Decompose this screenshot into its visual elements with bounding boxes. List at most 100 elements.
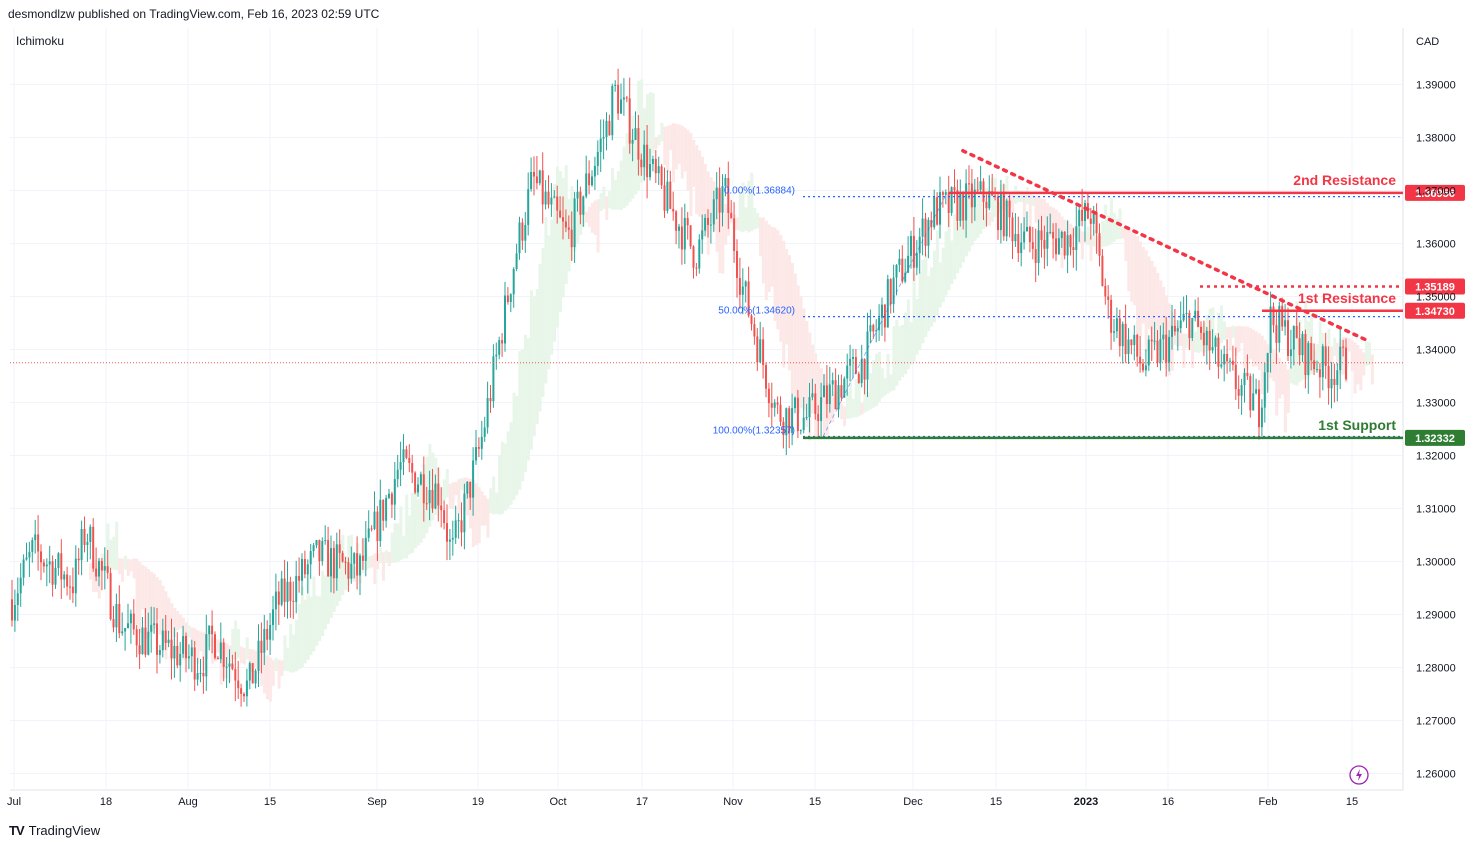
candle-body <box>42 562 45 567</box>
cloud-segment <box>109 539 113 570</box>
candle-body <box>843 378 846 398</box>
cloud-segment <box>622 146 626 208</box>
cloud-segment <box>1089 235 1093 261</box>
cloud-segment <box>587 206 591 227</box>
cloud-segment <box>935 230 939 316</box>
candle-body <box>660 166 663 186</box>
cloud-segment <box>474 483 478 545</box>
cloud-segment <box>242 647 246 665</box>
candle-body <box>298 575 301 581</box>
candle-body <box>179 653 182 666</box>
candle-body <box>419 474 422 485</box>
cloud-segment <box>1193 331 1197 352</box>
candle-body <box>1147 339 1150 366</box>
cloud-segment <box>724 204 728 245</box>
candle-body <box>805 417 808 419</box>
price-tag <box>1405 184 1465 201</box>
candle-body <box>614 84 617 86</box>
candle-body <box>1269 306 1272 353</box>
cloud-segment <box>1286 369 1290 413</box>
cloud-segment <box>767 224 771 292</box>
cloud-segment <box>370 555 374 568</box>
candle-body <box>292 600 295 602</box>
candle-body <box>1110 299 1113 333</box>
cloud-segment <box>402 535 406 559</box>
candle-body <box>1342 346 1345 348</box>
x-tick-label: 15 <box>809 796 821 808</box>
cloud-segment <box>239 646 243 664</box>
candle-body <box>1272 306 1275 326</box>
candle-body <box>570 229 573 248</box>
cloud-segment <box>1092 229 1096 247</box>
candle-body <box>286 581 289 602</box>
candle-body <box>596 151 599 166</box>
candle-body <box>164 630 167 643</box>
candle-body <box>767 388 770 404</box>
candle-body <box>98 560 100 577</box>
cloud-segment <box>497 455 501 515</box>
lightning-icon[interactable] <box>1349 765 1369 785</box>
candle-body <box>1229 360 1231 362</box>
cloud-segment <box>553 183 557 342</box>
candle-body <box>301 559 303 581</box>
cloud-segment <box>671 123 675 183</box>
cloud-segment <box>283 635 287 671</box>
candle-body <box>504 295 506 344</box>
candle-body <box>1211 347 1214 351</box>
candle-body <box>405 449 408 458</box>
cloud-segment <box>199 631 203 652</box>
candle-body <box>306 564 309 575</box>
cloud-segment <box>460 478 464 491</box>
candle-body <box>1321 346 1324 378</box>
candle-body <box>63 574 66 580</box>
candle-body <box>1063 231 1066 256</box>
candle-body <box>736 250 738 278</box>
candle-body <box>1162 334 1165 340</box>
candle-body <box>1185 312 1188 314</box>
candle-body <box>1144 365 1147 371</box>
candle-body <box>315 540 318 546</box>
cloud-segment <box>782 240 786 368</box>
cloud-segment <box>863 379 867 413</box>
candle-body <box>399 462 402 470</box>
candle-body <box>1130 339 1133 346</box>
cloud-segment <box>805 320 809 428</box>
candle-body <box>1121 323 1124 347</box>
candle-body <box>599 138 602 152</box>
cloud-segment <box>779 234 783 342</box>
candle-body <box>898 258 901 265</box>
cloud-segment <box>677 124 681 165</box>
ichimoku-cloud <box>89 79 1374 702</box>
candle-body <box>1249 376 1252 411</box>
candle-body <box>640 159 643 168</box>
candle-body <box>1153 340 1156 342</box>
candle-body <box>350 563 353 579</box>
cloud-segment <box>106 523 110 571</box>
cloud-segment <box>869 373 873 410</box>
x-tick-label: 16 <box>1162 796 1174 808</box>
candle-body <box>66 574 69 587</box>
cloud-segment <box>538 263 542 412</box>
candle-body <box>1159 339 1162 363</box>
candle-body <box>747 281 750 316</box>
cloud-segment <box>91 560 95 592</box>
cloud-segment <box>1353 342 1357 394</box>
candle-body <box>730 213 733 219</box>
candle-body <box>1208 330 1211 351</box>
candle-body <box>219 642 222 660</box>
candle-body <box>373 511 376 529</box>
cloud-segment <box>703 164 707 232</box>
candle-body <box>376 511 379 542</box>
tradingview-logo-icon[interactable]: TV <box>9 823 25 838</box>
candle-body <box>1263 372 1266 408</box>
candle-body <box>506 295 509 303</box>
cloud-segment <box>822 374 826 437</box>
candle-body <box>788 408 791 433</box>
cloud-segment <box>326 553 330 624</box>
cloud-segment <box>860 403 864 415</box>
cloud-segment <box>906 299 910 370</box>
cloud-segment <box>126 558 130 576</box>
candle-body <box>1037 230 1040 263</box>
candle-body <box>341 552 344 562</box>
